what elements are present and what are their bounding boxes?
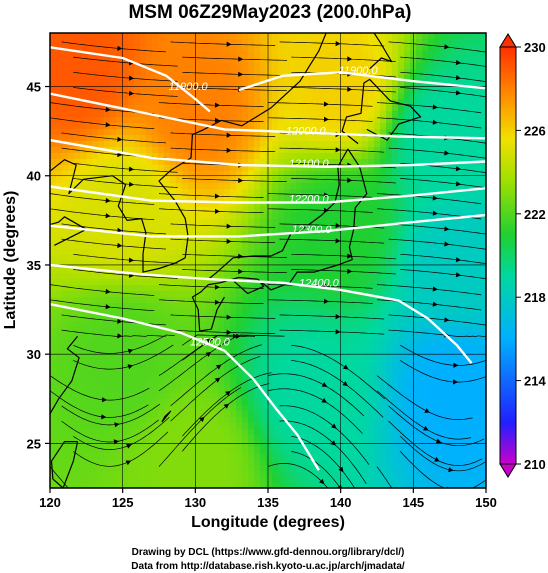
colorbar-ticks: 210 214 218 222 226 230	[516, 40, 546, 472]
y-tick-label: 40	[27, 169, 41, 184]
contour-label: 12000.0	[286, 126, 327, 138]
y-tick-label: 45	[27, 80, 41, 95]
x-tick-label: 145	[402, 495, 424, 510]
y-axis-title: Latitude (degrees)	[2, 191, 19, 330]
x-axis-title: Longitude (degrees)	[191, 514, 345, 531]
contour-label: 12400.0	[299, 277, 340, 289]
x-tick-label: 125	[112, 495, 134, 510]
colorbar-max-arrow	[499, 33, 517, 48]
x-tick-label: 135	[257, 495, 279, 510]
colorbar-tick-label: 226	[524, 123, 546, 138]
coastlines	[50, 33, 422, 488]
height-contours: 11900.0 11900.0 12000.0 12100.0 12200.0 12300…	[50, 46, 486, 471]
page-title: MSM 06Z29May2023 (200.0hPa)	[128, 2, 411, 23]
colorbar-bar	[499, 46, 517, 465]
credit-drawing: Drawing by DCL (https://www.gfd-dennou.o…	[132, 547, 405, 558]
y-axis-ticks: 25 30 35 40 45	[27, 80, 50, 451]
credit-data: Data from http://database.rish.kyoto-u.a…	[131, 561, 405, 572]
x-tick-label: 120	[39, 495, 61, 510]
contour-label: 12500.0	[190, 336, 231, 348]
colorbar-tick-label: 222	[524, 207, 546, 222]
y-tick-label: 25	[27, 436, 41, 451]
plot-area: 11900.0 11900.0 12000.0 12100.0 12200.0 12300…	[50, 33, 486, 488]
contour-label: 11900.0	[339, 65, 379, 77]
colorbar-tick-label: 230	[524, 40, 546, 55]
colorbar-tick-label: 210	[524, 457, 546, 472]
y-tick-label: 30	[27, 347, 41, 362]
x-tick-label: 130	[184, 495, 206, 510]
colorbar-tick-label: 214	[524, 374, 546, 389]
x-axis-ticks: 120 125 130 135 140 145 150	[39, 488, 497, 510]
colorbar: 210 214 218 222 226 230	[499, 33, 546, 478]
temperature-shading	[50, 33, 486, 488]
x-tick-label: 150	[475, 495, 497, 510]
y-tick-label: 35	[27, 258, 41, 273]
contour-label: 12100.0	[289, 158, 330, 170]
contour-label: 12300.0	[292, 224, 333, 236]
x-tick-label: 140	[330, 495, 352, 510]
contour-label: 12200.0	[289, 194, 330, 206]
colorbar-min-arrow	[499, 463, 517, 478]
contour-label: 11900.0	[169, 81, 209, 93]
colorbar-tick-label: 218	[524, 290, 546, 305]
